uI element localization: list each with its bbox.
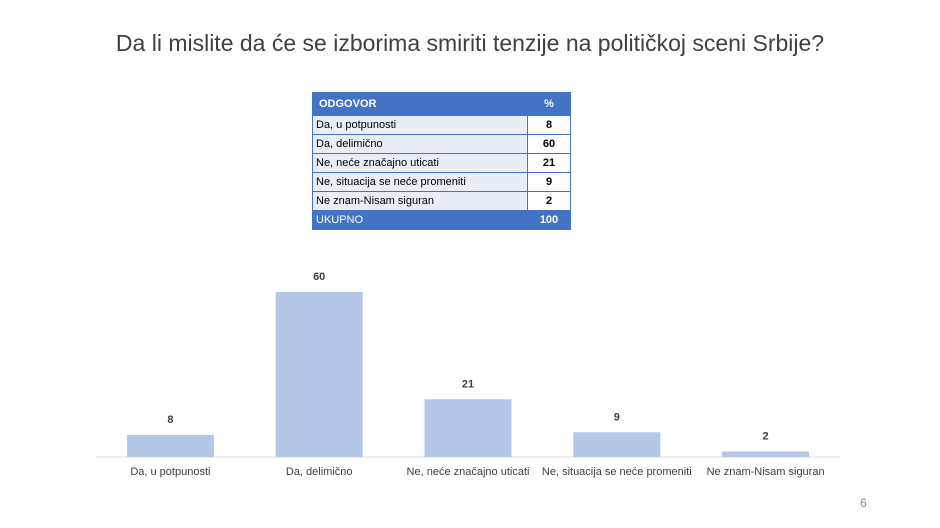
header-cell: % (527, 92, 571, 116)
label-cell: Ne znam-Nisam siguran (312, 191, 528, 211)
value-label: 9 (614, 411, 620, 423)
value-cell: 9 (527, 172, 571, 192)
x-tick-label: Da, u potpunosti (130, 466, 210, 478)
x-tick-label: Ne znam-Nisam siguran (707, 466, 825, 478)
value-label: 8 (167, 414, 173, 426)
value-cell: 21 (527, 153, 571, 173)
data-table: ODGOVOR% Da, u potpunosti 8 Da, delimično 60… (312, 92, 571, 230)
label-cell: Ne, neće značajno uticati (312, 153, 528, 173)
label-cell: Da, u potpunosti (312, 115, 528, 135)
bar (573, 432, 661, 457)
slide-title: Da li mislite da će se izborima smiriti … (115, 30, 825, 56)
table-row: Ne, neće značajno uticati 21 (312, 153, 571, 173)
x-tick-label: Ne, neće značajno uticati (407, 466, 530, 478)
value-cell: 2 (527, 191, 571, 211)
table-row: Da, u potpunosti 8 (312, 115, 571, 135)
table-row: UKUPNO 100 (312, 210, 571, 230)
table-row: Ne znam-Nisam siguran 2 (312, 191, 571, 211)
x-tick-label: Da, delimično (286, 466, 353, 478)
total-value: 100 (527, 210, 571, 230)
x-tick-label: Ne, situacija se neće promeniti (542, 466, 692, 478)
page-number: 6 (860, 496, 867, 510)
bar (126, 435, 214, 457)
bar (722, 451, 810, 457)
value-label: 2 (763, 431, 769, 443)
value-cell: 8 (527, 115, 571, 135)
bar (424, 399, 512, 457)
table-row: ODGOVOR% (312, 92, 571, 116)
value-label: 60 (313, 271, 325, 283)
table-row: Da, delimično 60 (312, 134, 571, 154)
value-cell: 60 (527, 134, 571, 154)
value-label: 21 (462, 378, 474, 390)
label-cell: Da, delimično (312, 134, 528, 154)
bar (275, 292, 363, 457)
total-label: UKUPNO (312, 210, 528, 230)
